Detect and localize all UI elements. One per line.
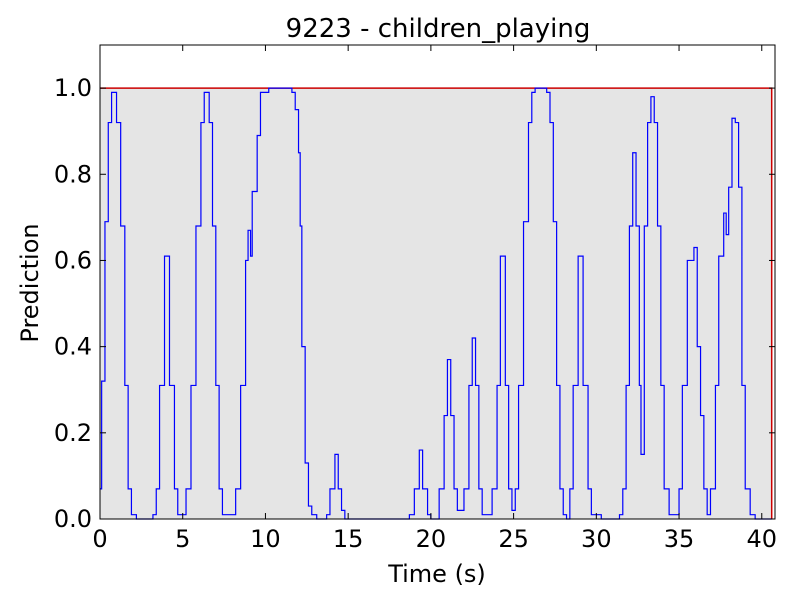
x-tick-label: 35 (664, 525, 695, 553)
plot-frame (99, 44, 776, 520)
x-tick-label: 20 (416, 525, 447, 553)
prediction-series-line (100, 87, 772, 520)
x-tick-label: 15 (333, 525, 364, 553)
x-tick-label: 40 (746, 525, 777, 553)
y-axis-label: Prediction (16, 223, 44, 342)
x-axis-label: Time (s) (387, 560, 486, 588)
y-tick-label: 0.2 (54, 419, 92, 447)
x-tick-label: 0 (92, 525, 107, 553)
y-tick-label: 0.6 (54, 246, 92, 274)
chart-title: 9223 - children_playing (286, 14, 591, 44)
y-tick-label: 1.0 (54, 74, 92, 102)
x-tick-label: 5 (175, 525, 190, 553)
y-tick-label: 0.0 (54, 505, 92, 533)
x-tick-label: 30 (581, 525, 612, 553)
y-tick-label: 0.8 (54, 160, 92, 188)
y-tick-label: 0.4 (54, 333, 92, 361)
x-tick-label: 10 (250, 525, 281, 553)
x-tick-label: 25 (498, 525, 529, 553)
